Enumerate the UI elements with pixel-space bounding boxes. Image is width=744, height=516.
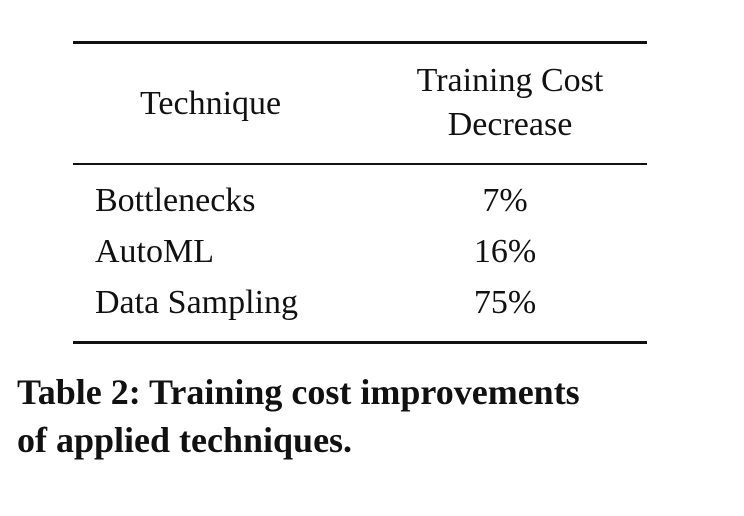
table-header-row: Technique Training Cost Decrease <box>73 44 647 163</box>
table-caption: Table 2: Training cost improvements of a… <box>17 368 737 464</box>
table-top-rule <box>73 41 647 44</box>
table-bottom-rule <box>73 341 647 344</box>
table-row: Bottlenecks 7% <box>73 177 647 228</box>
technique-cell: Bottlenecks <box>95 182 256 219</box>
technique-cell: Data Sampling <box>95 284 299 321</box>
table-header-rule <box>73 163 647 165</box>
column-header-cost-line1: Training Cost <box>416 62 604 99</box>
decrease-cell: 16% <box>473 233 537 270</box>
decrease-cell: 7% <box>482 182 528 219</box>
caption-line1: Table 2: Training cost improvements <box>17 372 580 412</box>
column-header-training-cost-decrease: Training Cost Decrease <box>373 59 647 147</box>
caption-line2: of applied techniques. <box>17 420 353 460</box>
technique-cell: AutoML <box>95 233 214 270</box>
column-header-cost-line2: Decrease <box>447 106 573 143</box>
table-row: AutoML 16% <box>73 228 647 279</box>
table-row: Data Sampling 75% <box>73 279 647 330</box>
results-table: Technique Training Cost Decrease Bottlen… <box>73 41 647 344</box>
column-header-technique: Technique <box>140 85 282 122</box>
table-body: Bottlenecks 7% AutoML 16% Data Sampling … <box>73 165 647 341</box>
decrease-cell: 75% <box>473 284 537 321</box>
